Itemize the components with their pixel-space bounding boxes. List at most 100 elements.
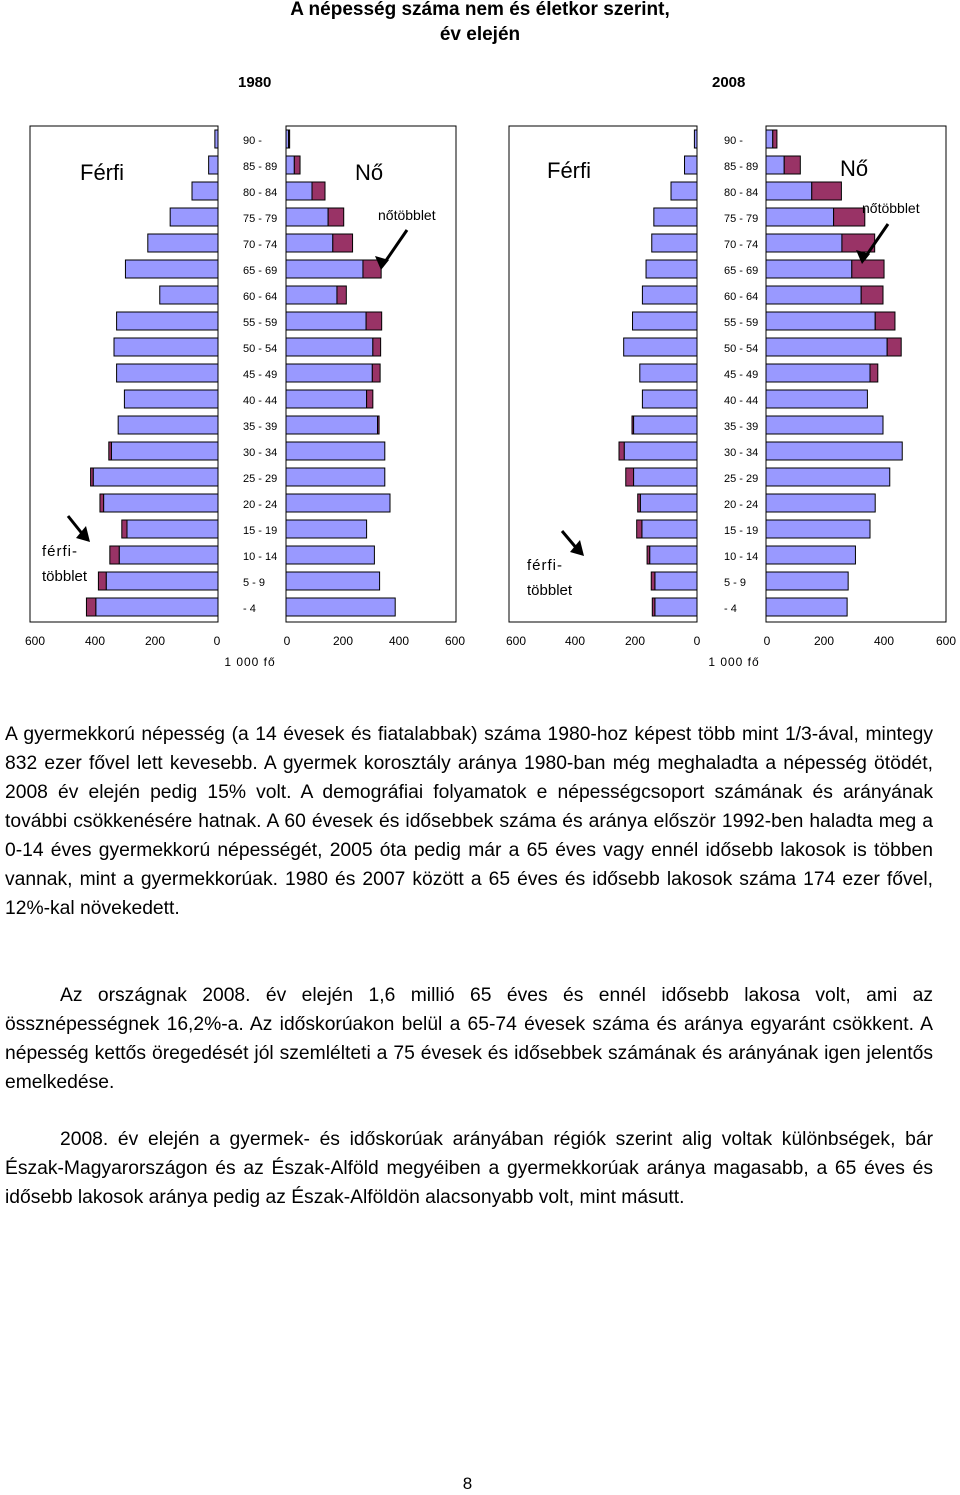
age-label: 55 - 59 [243, 317, 277, 329]
bar-male [113, 337, 219, 357]
x-tick-label-left: 400 [565, 634, 585, 648]
bar-female [285, 545, 375, 565]
bar-female [765, 155, 785, 175]
bar-male [169, 207, 219, 227]
label-male: Férfi [80, 160, 124, 185]
bar-female [285, 285, 338, 305]
annotation-male-excess-line1: férfi- [527, 557, 563, 574]
paragraph-1: A gyermekkorú népesség (a 14 évesek és f… [5, 724, 933, 919]
label-female: Nő [355, 160, 383, 185]
age-label: 80 - 84 [243, 187, 277, 199]
year-label-1980: 1980 [238, 74, 272, 91]
age-label: 20 - 24 [724, 499, 758, 511]
age-label: 85 - 89 [724, 161, 758, 173]
age-label: 50 - 54 [243, 343, 277, 355]
x-axis-unit: 1 000 fő [708, 655, 759, 669]
bar-male [116, 363, 219, 383]
bar-male [623, 441, 698, 461]
annotation-male-excess-line2: többlet [42, 568, 88, 585]
age-label: 45 - 49 [724, 369, 758, 381]
bar-female [765, 415, 884, 435]
page-number: 8 [462, 1474, 473, 1493]
arrowhead-female-excess [856, 250, 870, 264]
bar-female [765, 285, 862, 305]
bar-female-excess [886, 337, 902, 357]
x-axis-unit: 1 000 fő [224, 655, 275, 669]
bar-female [285, 363, 373, 383]
bar-female [765, 181, 813, 201]
bar-male [654, 597, 698, 617]
age-label: 25 - 29 [724, 473, 758, 485]
bar-male [110, 441, 219, 461]
bar-female-excess [327, 207, 345, 227]
bar-female [765, 337, 888, 357]
bar-female-excess [332, 233, 354, 253]
age-label: 10 - 14 [243, 551, 277, 563]
bar-male [124, 259, 219, 279]
age-label: 65 - 69 [724, 265, 758, 277]
bar-female [285, 415, 379, 435]
bar-female [765, 311, 876, 331]
bar-female [765, 467, 891, 487]
annotation-male-excess-line2: többlet [527, 582, 573, 599]
bar-female [285, 337, 374, 357]
bar-male [654, 571, 698, 591]
bar-male [105, 571, 219, 591]
bar-male [117, 415, 219, 435]
paragraph-3: 2008. év elején a gyermek- és időskorúak… [5, 1129, 933, 1208]
bar-male [651, 233, 698, 253]
age-label: 55 - 59 [724, 317, 758, 329]
bar-female-excess [869, 363, 879, 383]
bar-female-excess [365, 311, 383, 331]
population-pyramids: 90 - 85 - 89 80 - 84 75 - 79 70 - 74 65 - 69 6… [25, 125, 956, 669]
bar-male [653, 207, 698, 227]
annotation-female-excess: nőtöbblet [378, 207, 436, 223]
bar-male [159, 285, 219, 305]
bar-male [632, 311, 698, 331]
x-tick-label-left: 600 [25, 634, 45, 648]
age-label: 15 - 19 [724, 525, 758, 537]
x-tick-label-right: 200 [333, 634, 353, 648]
bar-female [285, 493, 391, 513]
plot-area-male [508, 125, 698, 623]
paragraph-2: Az országnak 2008. év elején 1,6 millió … [5, 985, 933, 1093]
bar-female-excess [772, 129, 778, 149]
annotation-male-excess-line1: férfi- [42, 543, 78, 560]
bar-female [765, 597, 848, 617]
bar-female-excess [366, 389, 374, 409]
bar-male-excess [650, 571, 656, 591]
bar-female [765, 363, 871, 383]
title-line-2: év elején [439, 24, 521, 45]
x-tick-label-right: 200 [814, 634, 834, 648]
bar-male-excess [618, 441, 625, 461]
bar-male [118, 545, 219, 565]
x-tick-label-right: 400 [874, 634, 894, 648]
bar-female-excess [311, 181, 326, 201]
bar-male-excess [97, 571, 107, 591]
age-label: 75 - 79 [243, 213, 277, 225]
arrow-female-excess [864, 223, 890, 257]
bar-female [765, 389, 868, 409]
age-label: 45 - 49 [243, 369, 277, 381]
bar-female-excess [288, 129, 291, 149]
bar-female [765, 493, 876, 513]
bar-female-excess [783, 155, 801, 175]
bar-female [285, 597, 396, 617]
bar-female [285, 311, 367, 331]
year-label-2008: 2008 [712, 74, 746, 91]
bar-male-excess [85, 597, 97, 617]
x-tick-label-left: 0 [694, 634, 701, 648]
age-label: 20 - 24 [243, 499, 277, 511]
plot-area-male [29, 125, 219, 623]
label-female: Nő [840, 156, 868, 181]
bar-male-excess [99, 493, 105, 513]
bar-female [285, 259, 364, 279]
age-label: 5 - 9 [243, 577, 265, 589]
annotation-female-excess: nőtöbblet [862, 200, 920, 216]
bar-female [765, 259, 853, 279]
age-label: 35 - 39 [724, 421, 758, 433]
bar-male-excess [108, 441, 112, 461]
age-label: 30 - 34 [724, 447, 758, 459]
bar-male [208, 155, 219, 175]
age-label: 50 - 54 [724, 343, 758, 355]
